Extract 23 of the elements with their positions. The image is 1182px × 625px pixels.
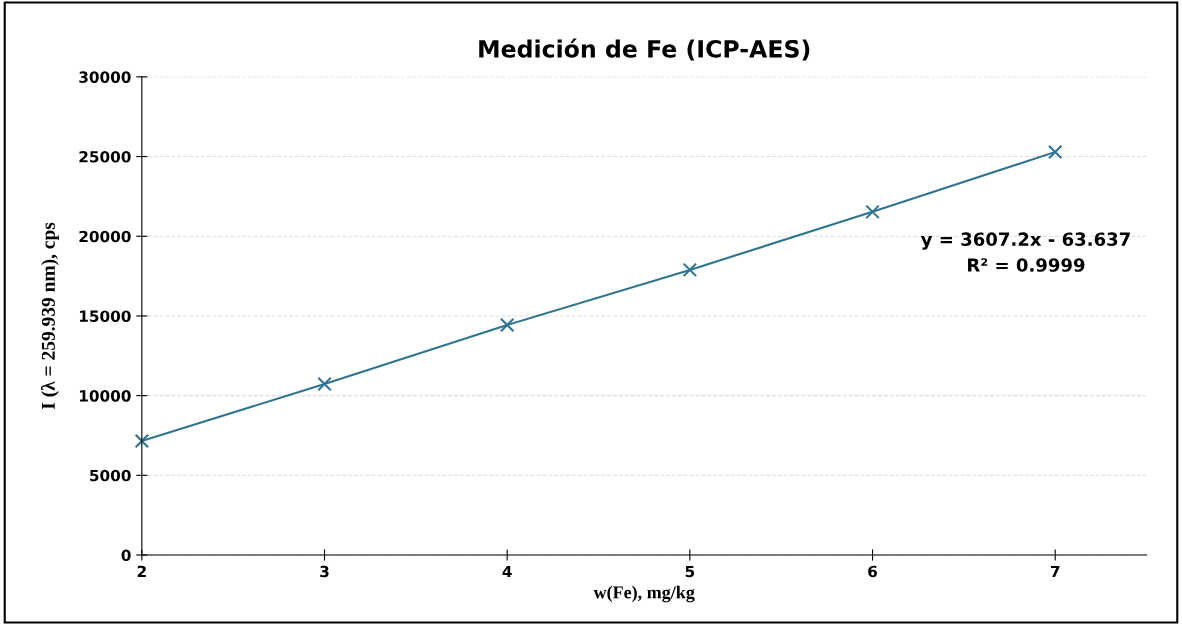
y-tick-label: 25000 — [79, 151, 131, 163]
x-tick-label: 5 — [685, 565, 695, 578]
x-tick-label: 6 — [868, 565, 878, 578]
y-tick-label: 15000 — [80, 310, 131, 322]
y-tick-label: 10000 — [80, 390, 131, 402]
x-tick-label: 3 — [320, 565, 329, 578]
y-tick-label: 5000 — [90, 469, 131, 482]
x-tick-label: 4 — [502, 565, 512, 578]
point — [1047, 144, 1063, 160]
x-axis-title: w(Fe), mg/kg — [593, 585, 695, 603]
point — [499, 317, 515, 333]
point — [865, 204, 880, 220]
point — [317, 376, 332, 392]
annotation: y = 3607.2x - 63.637 R² = 0.9999 — [920, 232, 1130, 272]
x-tick-label: 2 — [137, 565, 146, 578]
chart-title: Medición de Fe (ICP-AES) — [479, 38, 810, 61]
y-tick-label: 30000 — [79, 71, 131, 83]
point — [134, 433, 150, 449]
y-tick-label: 0 — [121, 549, 131, 562]
y-tick-label: 20000 — [79, 230, 131, 243]
x-tick-label: 7 — [1050, 565, 1060, 578]
y-axis-title: I (λ = 259.939 nm), cps — [41, 222, 59, 410]
point — [682, 262, 698, 278]
